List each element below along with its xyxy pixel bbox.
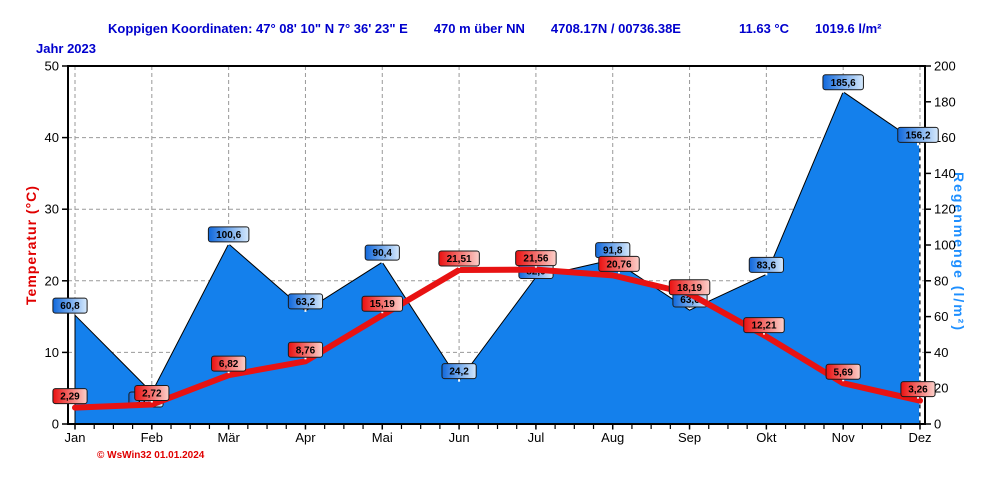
right-tick-label: 120 xyxy=(934,202,956,217)
temp-value-label-box xyxy=(438,250,480,267)
right-tick-label: 80 xyxy=(934,273,948,288)
rain-value-label-box xyxy=(364,244,400,261)
right-tick-label: 60 xyxy=(934,309,948,324)
x-tick-label: Mai xyxy=(372,430,393,445)
watermark: © WsWin32 01.01.2024 xyxy=(97,450,205,461)
x-tick-label: Dez xyxy=(908,430,931,445)
x-tick-label: Apr xyxy=(295,430,316,445)
x-tick-label: Feb xyxy=(141,430,163,445)
x-tick-label: Sep xyxy=(678,430,701,445)
temp-value-label: 12,21 xyxy=(751,321,776,332)
temp-value-label-box xyxy=(668,279,711,296)
rain-value-label-box xyxy=(897,126,939,143)
right-tick-label: 40 xyxy=(934,345,948,360)
rain-value-label: 24,2 xyxy=(449,367,469,378)
x-tick-label: Jun xyxy=(449,430,470,445)
temp-value-label: 8,76 xyxy=(296,345,316,356)
rain-value-label-box xyxy=(822,74,864,91)
temp-value-label: 21,56 xyxy=(523,254,548,265)
rain-value-label: 83,6 xyxy=(757,260,777,271)
x-tick-label: Nov xyxy=(832,430,856,445)
rain-value-label: 63,2 xyxy=(296,297,316,308)
rain-value-label: 156,2 xyxy=(905,130,930,141)
station-position-numeric: 4708.17N / 00736.38E xyxy=(550,21,681,36)
left-tick-label: 40 xyxy=(45,130,59,145)
temp-value-label: 15,19 xyxy=(370,299,395,310)
temp-value-label-box xyxy=(743,317,785,334)
temp-value-label: 3,26 xyxy=(908,385,928,396)
rain-value-label: 185,6 xyxy=(831,78,856,89)
right-tick-label: 140 xyxy=(934,166,956,181)
right-tick-label: 180 xyxy=(934,94,956,109)
temp-value-label: 2,72 xyxy=(142,389,162,400)
temp-value-label: 18,19 xyxy=(677,283,702,294)
station-header: Koppigen Koordinaten: 47° 08' 10" N 7° 3… xyxy=(108,21,882,36)
temp-value-label-box xyxy=(211,355,247,372)
left-tick-label: 30 xyxy=(45,202,59,217)
temp-value-label: 21,51 xyxy=(447,254,472,265)
rain-value-label: 60,8 xyxy=(60,301,80,312)
temp-value-label-box xyxy=(134,385,170,402)
rain-value-label: 90,4 xyxy=(373,248,393,259)
temp-value-label-box xyxy=(598,255,640,272)
temp-value-label-box xyxy=(900,381,936,398)
rain-value-label-box xyxy=(441,363,477,380)
temp-value-label-box xyxy=(515,250,557,267)
left-tick-label: 0 xyxy=(52,417,59,432)
temp-value-label: 5,69 xyxy=(833,367,853,378)
station-name-coordinates: Koppigen Koordinaten: 47° 08' 10" N 7° 3… xyxy=(108,21,408,36)
rain-value-label-box xyxy=(287,293,324,310)
x-tick-label: Mär xyxy=(217,430,240,445)
year-label: Jahr 2023 xyxy=(36,41,96,56)
rain-value-label: 91,8 xyxy=(603,246,623,257)
temp-value-label-box xyxy=(287,341,324,358)
left-tick-label: 50 xyxy=(45,59,59,74)
left-tick-label: 10 xyxy=(45,345,59,360)
temp-value-label: 6,82 xyxy=(219,359,239,370)
temp-value-label-box xyxy=(361,295,404,312)
right-tick-label: 0 xyxy=(934,417,941,432)
station-altitude: 470 m über NN xyxy=(433,21,525,36)
temp-value-label-box xyxy=(52,388,88,405)
temperature-line xyxy=(72,266,923,411)
x-tick-label: Aug xyxy=(601,430,624,445)
temp-value-label: 2,29 xyxy=(60,392,80,403)
rain-value-label: 63,6 xyxy=(680,295,700,306)
x-tick-label: Okt xyxy=(756,430,777,445)
rain-value-label-box xyxy=(52,297,88,314)
right-tick-label: 160 xyxy=(934,130,956,145)
rain-value-label-box xyxy=(748,256,784,273)
mean-temperature-value: 11.63 °C xyxy=(738,21,789,36)
rain-area xyxy=(74,91,921,425)
left-tick-label: 20 xyxy=(45,273,59,288)
right-tick-label: 20 xyxy=(934,381,948,396)
x-tick-label: Jan xyxy=(65,430,86,445)
right-tick-label: 200 xyxy=(934,59,956,74)
right-tick-label: 100 xyxy=(934,238,956,253)
x-tick-label: Jul xyxy=(528,430,545,445)
rain-value-label-box xyxy=(207,226,250,243)
total-rain-value: 1019.6 l/m² xyxy=(815,21,882,36)
temp-value-label-box xyxy=(825,363,861,380)
temp-value-label: 20,76 xyxy=(606,259,631,270)
rain-value-label: 100,6 xyxy=(216,230,241,241)
